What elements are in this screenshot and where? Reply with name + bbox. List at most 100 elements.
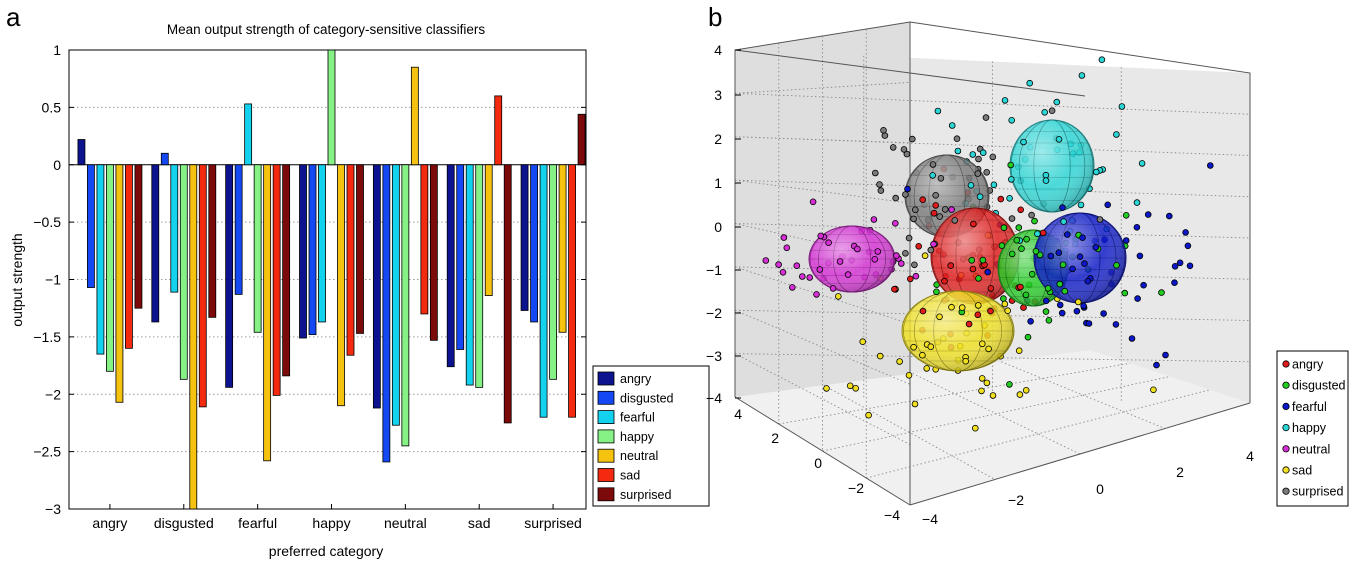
z-tick-label: −4 (706, 390, 722, 406)
point-neutral (806, 274, 813, 281)
point-disgusted (1122, 212, 1130, 219)
point-disgusted (1000, 224, 1008, 232)
point-surprised (1028, 211, 1035, 219)
point-surprised (881, 132, 889, 139)
point-neutral (854, 245, 861, 253)
legend-marker (1282, 360, 1290, 368)
sphere-happy (1009, 119, 1095, 213)
point-surprised (876, 181, 883, 188)
point-sad (1075, 298, 1082, 306)
point-sad (911, 400, 919, 408)
point-surprised (937, 175, 945, 182)
y-tick-label: 1 (53, 42, 61, 58)
point-surprised (941, 206, 949, 213)
point-fearful (1134, 295, 1141, 302)
point-fearful (1042, 297, 1050, 305)
point-surprised (889, 144, 897, 151)
point-surprised (1096, 216, 1104, 223)
point-angry (932, 202, 939, 209)
point-neutral (829, 285, 837, 292)
point-neutral (780, 234, 788, 241)
bar (568, 164, 576, 418)
y-tick-label: −2 (45, 386, 61, 402)
z-tick-label: 1 (714, 175, 722, 191)
legend-label: disgusted (1292, 379, 1346, 393)
point-fearful (1166, 212, 1173, 220)
point-disgusted (1023, 235, 1030, 243)
point-angry (970, 220, 977, 228)
bar (282, 164, 291, 377)
point-surprised (927, 246, 935, 254)
point-sad (834, 293, 842, 300)
point-sad (896, 358, 903, 365)
point-disgusted (1045, 316, 1053, 324)
point-fearful (1144, 211, 1152, 218)
y-tick-label: −1.5 (33, 329, 61, 345)
point-fearful (1186, 262, 1194, 270)
point-happy (1026, 79, 1033, 87)
point-sad (958, 304, 966, 311)
point-fearful (1079, 234, 1086, 242)
bar (327, 49, 336, 166)
point-disgusted (1032, 248, 1040, 255)
z-tick-label: −1 (706, 262, 722, 278)
point-neutral (930, 240, 937, 248)
point-happy (1077, 201, 1085, 209)
y-tick-label-3d: −2 (848, 480, 864, 496)
point-neutral (775, 261, 782, 268)
point-surprised (932, 192, 939, 199)
point-happy (1078, 72, 1086, 79)
legend-marker (1282, 402, 1290, 410)
point-surprised (905, 234, 913, 242)
point-fearful (1027, 317, 1034, 325)
sphere-shading (1010, 120, 1094, 212)
point-happy (1053, 98, 1061, 106)
back-wall-gridline (734, 136, 1251, 156)
point-disgusted (1044, 285, 1052, 292)
point-happy (1020, 138, 1027, 146)
grid-3d (734, 29, 1251, 480)
x-tick-label-3d: 2 (1176, 464, 1184, 480)
floor-gridline (912, 373, 1081, 455)
point-happy (1133, 199, 1141, 206)
point-disgusted (998, 242, 1006, 249)
bar (382, 164, 391, 463)
point-angry (919, 307, 927, 315)
bar (429, 164, 438, 341)
point-angry (987, 307, 994, 315)
point-disgusted (1028, 270, 1036, 278)
left-wall-gridline (734, 81, 911, 94)
point-neutral (844, 271, 852, 278)
box-edges (734, 21, 1251, 506)
floor-gridline (823, 384, 996, 480)
point-angry (919, 196, 926, 204)
point-fearful (1059, 204, 1066, 211)
point-fearful (1084, 277, 1092, 285)
point-disgusted (975, 275, 982, 282)
x-tick-label-3d: −4 (922, 511, 938, 527)
point-sad (962, 357, 969, 365)
point-fearful (1069, 265, 1076, 273)
legend: angry disgusted fearful happy neutral sad surp… (592, 365, 710, 507)
legend-marker (1282, 381, 1290, 389)
point-fearful (1073, 307, 1081, 315)
point-neutral (813, 291, 820, 298)
point-disgusted (1000, 295, 1007, 302)
point-fearful (1182, 229, 1189, 236)
bar (225, 164, 234, 388)
back-wall-gridline (734, 353, 1251, 363)
point-surprised (911, 261, 918, 269)
legend-label: neutral (620, 449, 658, 463)
floor-gridline (866, 389, 1211, 479)
point-happy (954, 147, 962, 155)
point-happy (1041, 109, 1048, 116)
y-tick-label-3d: 0 (814, 455, 822, 471)
legend-swatch (597, 487, 615, 502)
point-surprised (902, 191, 909, 198)
point-surprised (989, 153, 997, 161)
point-disgusted (1061, 287, 1069, 295)
bar (520, 164, 529, 311)
point-fearful (1133, 224, 1141, 231)
legend-marker (1282, 466, 1290, 474)
